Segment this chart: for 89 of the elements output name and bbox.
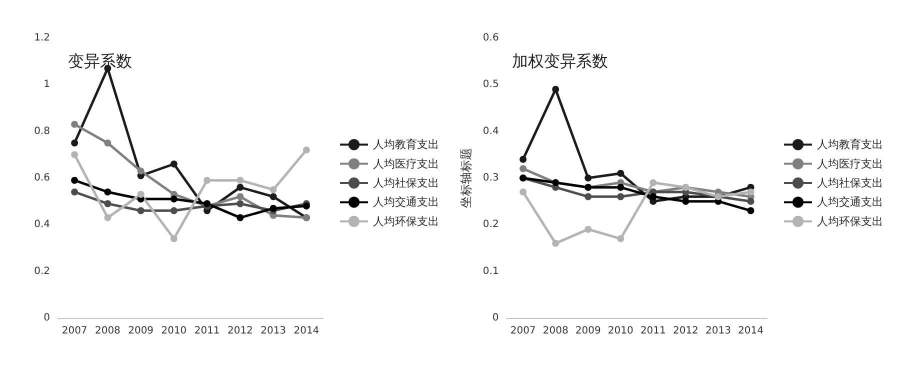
y-tick-label: 1.2 [34, 32, 50, 44]
point [204, 176, 211, 184]
point [71, 120, 78, 128]
x-tick-label: 2013 [260, 326, 286, 336]
y-tick-label: 0.2 [34, 266, 50, 277]
legend-label: 人均教育支出 [373, 138, 439, 152]
point [747, 198, 754, 205]
point [104, 140, 112, 146]
point [137, 207, 144, 214]
point [584, 226, 592, 233]
point [617, 193, 624, 200]
x-tick-label: 2008 [542, 326, 568, 336]
point [104, 214, 112, 222]
point [236, 193, 244, 200]
x-tick-label: 2010 [608, 326, 634, 336]
point [71, 151, 78, 158]
x-tick-label: 2007 [510, 326, 536, 336]
point [650, 193, 657, 200]
point [650, 179, 657, 186]
x-tick-label: 2012 [227, 326, 253, 336]
legend-label: 人均环保支出 [817, 214, 883, 228]
point [170, 207, 178, 214]
point [520, 156, 527, 163]
x-tick-label: 2012 [672, 326, 698, 336]
point [270, 193, 277, 200]
y-tick-label: 0.3 [482, 172, 499, 184]
x-tick-label: 2014 [294, 326, 320, 336]
y-tick-label: 0.2 [482, 219, 499, 230]
legend-label: 人均社保支出 [817, 176, 883, 190]
point [71, 176, 78, 184]
y-tick-label: 0.1 [482, 266, 499, 277]
point [71, 188, 78, 196]
point [520, 188, 527, 196]
point [552, 240, 560, 247]
point [137, 168, 144, 174]
legend-label: 人均医疗支出 [817, 157, 883, 170]
y-tick-label: 0.6 [482, 32, 499, 44]
x-tick-label: 2010 [161, 326, 187, 336]
point [236, 184, 244, 191]
x-tick-label: 2013 [705, 326, 731, 336]
x-tick-label: 2009 [128, 326, 154, 336]
point [170, 235, 178, 242]
x-tick-label: 2008 [94, 326, 120, 336]
x-tick-label: 2011 [640, 326, 666, 336]
x-tick-label: 2011 [194, 326, 220, 336]
point [747, 188, 754, 196]
point [584, 174, 592, 182]
point [204, 200, 211, 208]
y-axis-title: 坐标轴标题 [459, 148, 473, 208]
y-tick-label: 0 [492, 312, 499, 324]
legend-label: 人均教育支出 [817, 138, 883, 152]
y-tick-label: 0.4 [482, 126, 499, 137]
legend-label: 人均社保支出 [373, 176, 439, 190]
legend-label: 人均交通支出 [373, 196, 439, 209]
point [104, 200, 112, 208]
y-tick-label: 0.6 [34, 172, 50, 184]
point [104, 188, 112, 196]
y-tick-label: 0.8 [34, 126, 50, 137]
x-tick-label: 2007 [62, 326, 88, 336]
legend-label: 人均医疗支出 [373, 157, 439, 170]
point [302, 202, 310, 210]
point [302, 146, 310, 154]
point [520, 165, 527, 172]
point [617, 184, 624, 191]
text: 变异系数 [68, 52, 132, 70]
point [617, 235, 624, 242]
point [270, 186, 277, 194]
y-tick-label: 0.4 [34, 219, 50, 230]
y-tick-label: 1 [44, 79, 50, 90]
legend-label: 人均环保支出 [373, 214, 439, 228]
text: 加权变异系数 [512, 52, 608, 70]
point [617, 170, 624, 177]
point [71, 140, 78, 146]
point [270, 204, 277, 212]
point [682, 198, 690, 205]
point [137, 190, 144, 198]
point [236, 176, 244, 184]
point [170, 160, 178, 168]
point [236, 214, 244, 222]
point [170, 196, 178, 202]
y-tick-label: 0 [44, 312, 50, 324]
point [584, 193, 592, 200]
x-tick-label: 2014 [738, 326, 764, 336]
x-tick-label: 2009 [575, 326, 601, 336]
point [747, 207, 754, 214]
y-tick-label: 0.5 [482, 79, 499, 90]
point [236, 200, 244, 208]
point [552, 86, 560, 93]
legend-label: 人均交通支出 [817, 196, 883, 209]
